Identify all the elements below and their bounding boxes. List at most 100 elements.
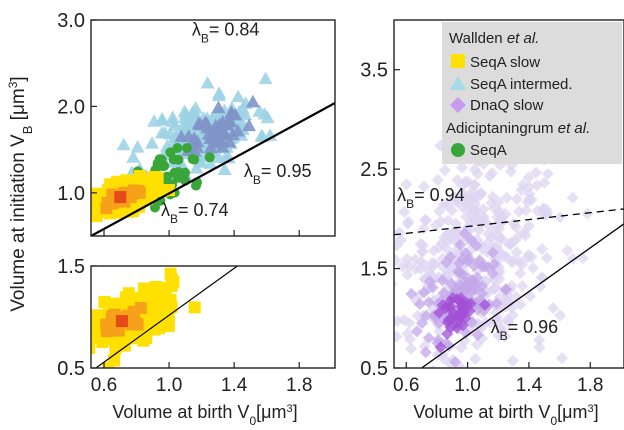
top-left-series-0-point — [211, 150, 226, 164]
right-series-0-point — [522, 219, 535, 232]
right-series-0-point — [445, 204, 458, 217]
bottom-left-series-0-point — [112, 339, 125, 352]
legend-square-icon — [451, 54, 465, 68]
right-lambda-label: λB= 0.96 — [491, 317, 559, 343]
right-series-1-point — [410, 325, 423, 338]
right-series-0-point — [400, 253, 413, 266]
right-series-0-point — [477, 203, 490, 216]
right-series-0-point — [396, 260, 409, 273]
right-series-0-point — [376, 198, 388, 210]
right-series-0-point — [433, 205, 446, 218]
right-series-0-point — [401, 327, 414, 340]
top-left-series-1-point — [211, 122, 226, 136]
right-series-0-point — [491, 316, 504, 329]
right-xlabel: Volume at birth V0[μm3] — [413, 402, 598, 428]
right-plot-area — [376, 78, 624, 368]
bottom-left-series-0-point — [91, 341, 96, 354]
top-left-series-0-point — [145, 136, 160, 149]
right-xtick-label: 1.0 — [454, 375, 480, 396]
top-left-series-0-point — [167, 118, 182, 131]
top-left-series-3-point — [133, 170, 146, 183]
right-series-0-point — [527, 262, 540, 275]
right-series-1-point — [471, 329, 484, 342]
right-series-0-point — [519, 229, 532, 242]
right-series-0-point — [566, 191, 579, 204]
right-series-2-point — [434, 341, 447, 354]
top-left-series-3-point — [65, 204, 77, 216]
right-series-0-point — [533, 334, 546, 347]
top-left-series-0-point — [189, 161, 204, 174]
right-series-1-point — [453, 257, 466, 270]
bottom-left-series-1-point — [134, 302, 147, 315]
right-series-1-point — [415, 317, 428, 330]
right-series-1-point — [458, 227, 471, 240]
legend: Wallden et al. SeqA slow SeqA intermed. … — [442, 22, 622, 164]
top-left-axes-frame — [90, 19, 336, 237]
right-series-0-point — [461, 175, 474, 188]
right-series-0-point — [534, 280, 547, 293]
top-left-series-3-point — [75, 204, 87, 216]
top-left-series-1-point — [228, 107, 243, 121]
bottom-left-series-0-point — [98, 296, 111, 309]
top-left-series-0-point — [212, 86, 227, 99]
right-xtick-label: 1.4 — [516, 375, 543, 396]
right-series-0-point — [394, 280, 398, 288]
bottom-left-series-0-point — [162, 299, 175, 312]
right-series-0-point — [516, 280, 529, 293]
bottom-left-series-1-point — [125, 313, 138, 326]
right-series-1-point — [419, 346, 432, 359]
bottom-left-axes-frame — [90, 265, 336, 369]
top-left-series-1-point — [242, 118, 257, 132]
top-left-series-0-point — [252, 104, 267, 117]
right-series-0-point — [500, 191, 513, 204]
top-left-series-2-point — [187, 154, 198, 165]
top-left-series-1-point — [187, 144, 202, 157]
top-left-series-2-point — [155, 195, 166, 206]
right-series-1-point — [463, 252, 476, 265]
right-series-0-point — [429, 364, 437, 368]
bottom-left-ytick-label: 1.5 — [57, 256, 85, 278]
right-series-2-point — [442, 313, 455, 326]
top-left-ytick-label: 1.0 — [57, 183, 85, 205]
top-left-series-3-point — [156, 184, 169, 197]
top-left-density-peak — [114, 191, 127, 204]
right-series-0-point — [442, 214, 455, 227]
bottom-left-xtick-label: 0.6 — [91, 375, 117, 396]
legend-diamond-icon — [450, 97, 466, 113]
top-left-series-1-point — [245, 94, 260, 108]
right-series-1-point — [470, 278, 483, 291]
right-series-0-point — [457, 189, 470, 202]
right-series-0-point — [394, 226, 406, 239]
top-left-fit-line-0 — [91, 101, 335, 236]
top-left-series-0-point — [154, 125, 169, 139]
top-left-series-3-point — [91, 206, 94, 219]
bottom-left-ytick-label: 0.5 — [57, 358, 85, 380]
bottom-left-xtick-label: 1.4 — [221, 375, 248, 396]
top-left-series-3-point — [122, 205, 135, 218]
bottom-left-xtick-label: 1.0 — [156, 375, 182, 396]
right-xtick-label: 0.6 — [393, 375, 419, 396]
right-series-0-point — [426, 256, 439, 269]
right-series-0-point — [510, 246, 523, 259]
top-left-series-0-point — [188, 106, 203, 120]
top-left-series-1-point — [203, 140, 218, 154]
right-series-0-point — [438, 164, 451, 177]
right-series-1-point — [437, 286, 450, 299]
right-fit-line-1 — [421, 223, 624, 368]
annotations: λB= 0.84 λB= 0.95 λB= 0.74 λB= 0.94 λB= 0.96 — [161, 20, 558, 344]
top-left-series-3-point — [91, 194, 100, 207]
right-fit-line-0 — [394, 208, 624, 236]
top-left-series-0-point — [126, 150, 141, 163]
right-series-1-point — [443, 339, 456, 352]
legend-group-title-adiciptaningrum: Adiciptaningrum et al. — [446, 120, 590, 137]
bottom-left-series-0-point — [126, 331, 139, 344]
top-left-ylabel: Volume at initiation VB [μm3] — [6, 76, 35, 311]
top-left-series-2-point — [149, 202, 160, 213]
top-left-plot-area — [65, 71, 335, 236]
right-series-0-point — [394, 254, 402, 267]
top-left-series-1-point — [174, 129, 189, 143]
top-left-lambda-label: λB= 0.95 — [244, 161, 312, 187]
right-series-0-point — [394, 239, 403, 252]
right-xtick-label: 1.8 — [577, 375, 603, 396]
